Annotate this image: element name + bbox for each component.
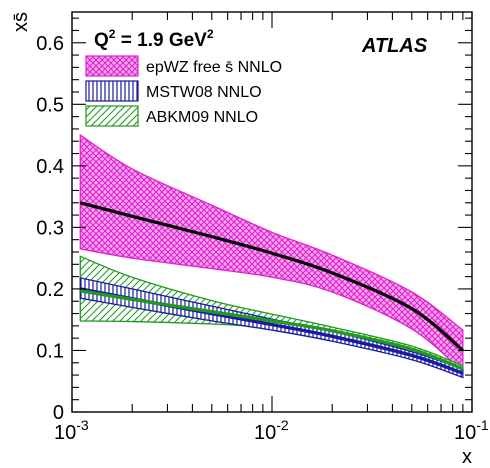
x-tick-label: 10-2 (254, 417, 289, 444)
legend-label-mstw: MSTW08 NNLO (146, 84, 262, 101)
tick-layer: 10-3 10-2 10-1 0 0.1 0.2 0.3 0.4 0.5 0.6 (36, 12, 489, 444)
legend-swatch-abkm (85, 105, 139, 127)
band-layer (79, 133, 464, 379)
legend-label-epwz: epWZ free s̄ NNLO (146, 59, 282, 76)
y-axis-title: xs̄ (10, 12, 32, 32)
legend-label-abkm: ABKM09 NNLO (146, 109, 258, 126)
y-tick-label: 0.5 (36, 94, 64, 116)
central-line-abkm (80, 289, 464, 371)
y-tick-label: 0.6 (36, 33, 64, 55)
y-tick-label: 0 (53, 402, 64, 424)
q2-annotation: Q2 = 1.9 GeV2 (94, 27, 214, 51)
y-tick-label: 0.1 (36, 340, 64, 362)
central-line-epwz (79, 201, 464, 352)
legend-swatch-epwz (85, 55, 139, 77)
x-axis-title: x (462, 446, 472, 468)
q2-label: Q2 = 1.9 GeV2 (94, 27, 214, 51)
y-tick-label: 0.2 (36, 279, 64, 301)
legend: epWZ free s̄ NNLO MSTW08 NNLO ABKM09 NNL… (85, 55, 282, 127)
y-axis-title-text: xs̄ (10, 12, 32, 32)
x-tick-label: 10-1 (454, 417, 489, 444)
atlas-label: ATLAS (361, 35, 428, 57)
x-tick-label: 10-3 (54, 417, 89, 444)
y-tick-label: 0.3 (36, 217, 64, 239)
central-line-layer (79, 201, 464, 375)
legend-swatch-mstw (85, 80, 139, 102)
y-tick-label: 0.4 (36, 156, 64, 178)
